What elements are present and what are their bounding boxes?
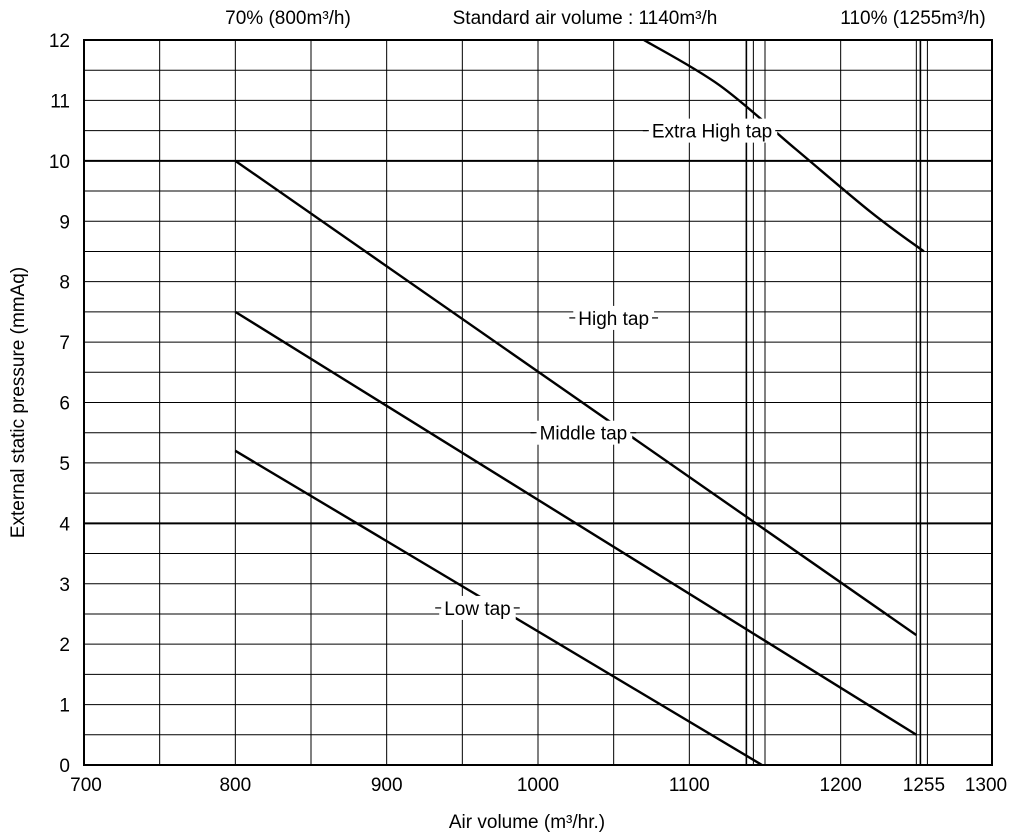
plot-frame	[83, 39, 993, 766]
y-tick-label: 8	[59, 273, 70, 294]
series-line-high-tap	[234, 159, 918, 637]
series-label-extra-high-tap: Extra High tap	[652, 122, 772, 143]
x-tick-label: 800	[219, 775, 251, 796]
y-tick-label: 7	[59, 333, 70, 354]
y-tick-label: 9	[59, 212, 70, 233]
y-tick-label: 10	[49, 152, 70, 173]
series-label-bg	[439, 595, 516, 620]
series-line-middle-tap	[234, 310, 917, 736]
series-label: Middle tap	[530, 420, 637, 445]
reference-label: 70% (800m³/h)	[225, 8, 351, 29]
x-axis-label: Air volume (m³/hr.)	[449, 812, 605, 833]
y-tick-label: 4	[59, 514, 70, 535]
series-label: Low tap	[435, 595, 520, 620]
y-tick-label: 5	[59, 454, 70, 475]
series-label: High tap	[569, 305, 659, 330]
series-label-middle-tap: Middle tap	[540, 424, 628, 445]
reference-lines: 70% (800m³/h) Standard air volume : 1140m…	[225, 8, 986, 765]
x-tick-label: 1300	[965, 775, 1007, 796]
x-tick-label: 1100	[669, 775, 710, 796]
series-label-low-tap: Low tap	[444, 599, 511, 620]
series-label-bg	[534, 420, 633, 445]
x-tick-label: 900	[371, 775, 403, 796]
series-label: Extra High tap	[642, 118, 782, 143]
grid-layer	[84, 40, 992, 765]
reference-label: 110% (1255m³/h)	[840, 8, 985, 29]
y-tick-label: 6	[59, 394, 70, 415]
series-label-bg	[573, 305, 655, 330]
axis-titles: Air volume (m³/hr.) External static pres…	[8, 267, 605, 833]
reference-label: Standard air volume : 1140m³/h	[453, 8, 718, 29]
reference-line: 110% (1255m³/h)	[840, 8, 986, 765]
y-tick-label: 11	[50, 91, 70, 112]
reference-line: Standard air volume : 1140m³/h	[453, 8, 754, 765]
series-label-high-tap: High tap	[578, 309, 649, 330]
y-tick-label: 3	[59, 575, 70, 596]
series-line-extra-high-tap	[643, 38, 925, 253]
reference-line: 70% (800m³/h)	[225, 8, 351, 765]
series-label-bg	[646, 118, 778, 143]
x-tick-label: 1200	[820, 775, 862, 796]
x-tick-label: 700	[70, 775, 102, 796]
y-tick-label: 2	[59, 635, 70, 656]
y-tick-label: 12	[49, 31, 70, 52]
y-tick-label: 0	[59, 756, 70, 777]
x-tick-label: 1255	[903, 775, 945, 796]
y-tick-label: 1	[59, 696, 70, 717]
x-tick-label: 1000	[517, 775, 559, 796]
y-axis-label: External static pressure (mmAq)	[8, 267, 29, 538]
series-labels: Extra High tap High tap Middle tap Low tap	[435, 118, 782, 620]
